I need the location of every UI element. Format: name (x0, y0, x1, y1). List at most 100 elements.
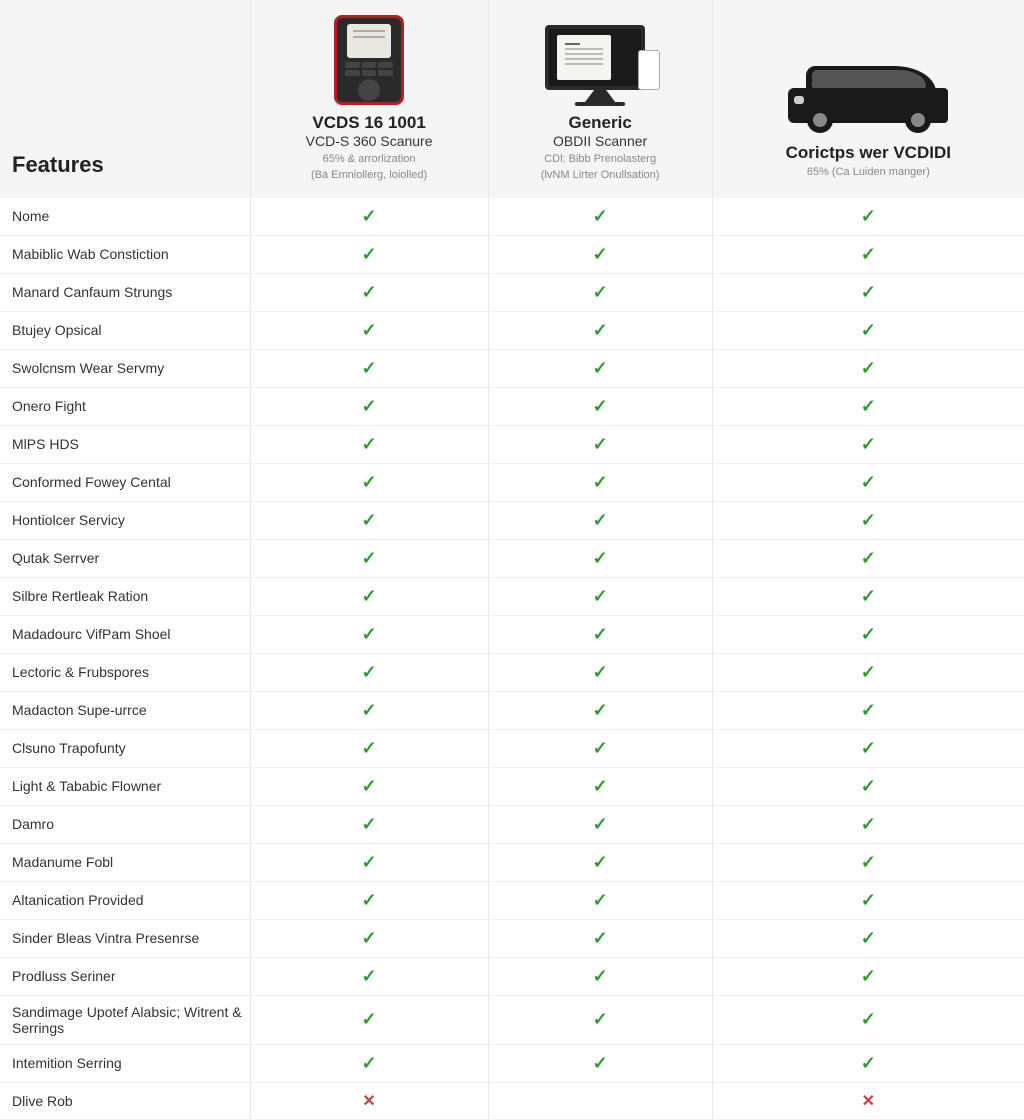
feature-value: ✓ (712, 843, 1024, 881)
feature-label: Manard Canfaum Strungs (0, 273, 250, 311)
feature-label: Btujey Opsical (0, 311, 250, 349)
feature-value: ✓ (250, 273, 488, 311)
feature-label: Madacton Supe-urrce (0, 691, 250, 729)
check-icon: ✓ (362, 814, 377, 834)
feature-value: ✓ (488, 653, 712, 691)
table-row: Nome✓✓✓ (0, 198, 1024, 236)
feature-label: Madadourc VifPam Shoel (0, 615, 250, 653)
check-icon: ✓ (362, 852, 377, 872)
feature-value: ✓ (488, 691, 712, 729)
feature-label: Sandimage Upotef Alabsic; Witrent & Serr… (0, 995, 250, 1044)
feature-label: Sinder Bleas Vintra Presenrse (0, 919, 250, 957)
table-row: Altanication Provided✓✓✓ (0, 881, 1024, 919)
product-image-scanner (256, 10, 483, 105)
feature-value: ✓ (488, 1044, 712, 1082)
feature-value: ✓ (712, 463, 1024, 501)
check-icon: ✓ (861, 662, 876, 682)
feature-value: ✓ (488, 957, 712, 995)
check-icon: ✓ (362, 510, 377, 530)
feature-value: ✕ (712, 1082, 1024, 1119)
check-icon: ✓ (861, 472, 876, 492)
check-icon: ✓ (362, 700, 377, 720)
table-row: Btujey Opsical✓✓✓ (0, 311, 1024, 349)
product-title-1: VCDS 16 1001 (256, 113, 483, 133)
feature-value: ✓ (712, 957, 1024, 995)
feature-value: ✓ (488, 767, 712, 805)
table-row: Light & Tababic Flowner✓✓✓ (0, 767, 1024, 805)
feature-value: ✓ (712, 729, 1024, 767)
check-icon: ✓ (593, 852, 608, 872)
product-meta-1a: 65% & arrorlization (256, 153, 483, 166)
feature-value: ✓ (250, 729, 488, 767)
monitor-icon (545, 25, 655, 105)
check-icon: ✓ (362, 890, 377, 910)
check-icon: ✓ (593, 662, 608, 682)
feature-value: ✓ (250, 919, 488, 957)
features-header-cell: Features (0, 0, 250, 198)
feature-label: MlPS HDS (0, 425, 250, 463)
feature-value: ✓ (712, 805, 1024, 843)
feature-value: ✓ (712, 881, 1024, 919)
scanner-device-icon (334, 15, 404, 105)
feature-value: ✓ (488, 425, 712, 463)
feature-value: ✓ (712, 995, 1024, 1044)
table-row: Clsuno Trapofunty✓✓✓ (0, 729, 1024, 767)
check-icon: ✓ (593, 358, 608, 378)
product-title-3: Corictps wer VCDIDI (718, 143, 1019, 163)
column-header-1: VCDS 16 1001 VCD-S 360 Scanure 65% & arr… (250, 0, 488, 198)
check-icon: ✓ (593, 890, 608, 910)
check-icon: ✓ (362, 1009, 377, 1029)
check-icon: ✓ (593, 1053, 608, 1073)
feature-value: ✓ (712, 1044, 1024, 1082)
check-icon: ✓ (861, 890, 876, 910)
feature-value: ✓ (250, 235, 488, 273)
feature-value: ✓ (250, 349, 488, 387)
check-icon: ✓ (593, 472, 608, 492)
table-row: Hontiolcer Servicy✓✓✓ (0, 501, 1024, 539)
table-row: Onero Fight✓✓✓ (0, 387, 1024, 425)
check-icon: ✓ (593, 244, 608, 264)
check-icon: ✓ (593, 282, 608, 302)
check-icon: ✓ (861, 1053, 876, 1073)
product-image-monitor (494, 10, 707, 105)
table-header-row: Features VCDS 16 1001 VCD-S 360 Scanure (0, 0, 1024, 198)
feature-value: ✓ (250, 198, 488, 236)
feature-value: ✓ (712, 501, 1024, 539)
product-title-2: Generic (494, 113, 707, 133)
feature-label: Silbre Rertleak Ration (0, 577, 250, 615)
table-row: MlPS HDS✓✓✓ (0, 425, 1024, 463)
check-icon: ✓ (362, 244, 377, 264)
check-icon: ✓ (362, 776, 377, 796)
feature-value: ✓ (250, 843, 488, 881)
feature-value: ✓ (712, 349, 1024, 387)
feature-value: ✓ (250, 463, 488, 501)
feature-value: ✓ (488, 273, 712, 311)
feature-value: ✓ (488, 463, 712, 501)
feature-value: ✓ (250, 805, 488, 843)
check-icon: ✓ (593, 776, 608, 796)
feature-value: ✓ (250, 1044, 488, 1082)
check-icon: ✓ (861, 206, 876, 226)
product-meta-2a: CDl; Bibb Prenolasterg (494, 153, 707, 166)
product-image-suv (718, 40, 1019, 135)
check-icon: ✓ (593, 396, 608, 416)
check-icon: ✓ (593, 966, 608, 986)
check-icon: ✓ (593, 586, 608, 606)
check-icon: ✓ (861, 396, 876, 416)
check-icon: ✓ (362, 1053, 377, 1073)
cross-icon: ✕ (862, 1093, 875, 1110)
check-icon: ✓ (861, 700, 876, 720)
feature-value: ✓ (488, 349, 712, 387)
table-row: Damro✓✓✓ (0, 805, 1024, 843)
feature-label: Swolcnsm Wear Servmy (0, 349, 250, 387)
check-icon: ✓ (362, 586, 377, 606)
check-icon: ✓ (861, 928, 876, 948)
check-icon: ✓ (861, 434, 876, 454)
check-icon: ✓ (362, 320, 377, 340)
feature-value: ✓ (250, 995, 488, 1044)
table-row: Sinder Bleas Vintra Presenrse✓✓✓ (0, 919, 1024, 957)
product-meta-3a: 65% (Ca Luiden manger) (718, 166, 1019, 179)
feature-value: ✓ (250, 311, 488, 349)
table-row: Madanume Fobl✓✓✓ (0, 843, 1024, 881)
check-icon: ✓ (593, 548, 608, 568)
